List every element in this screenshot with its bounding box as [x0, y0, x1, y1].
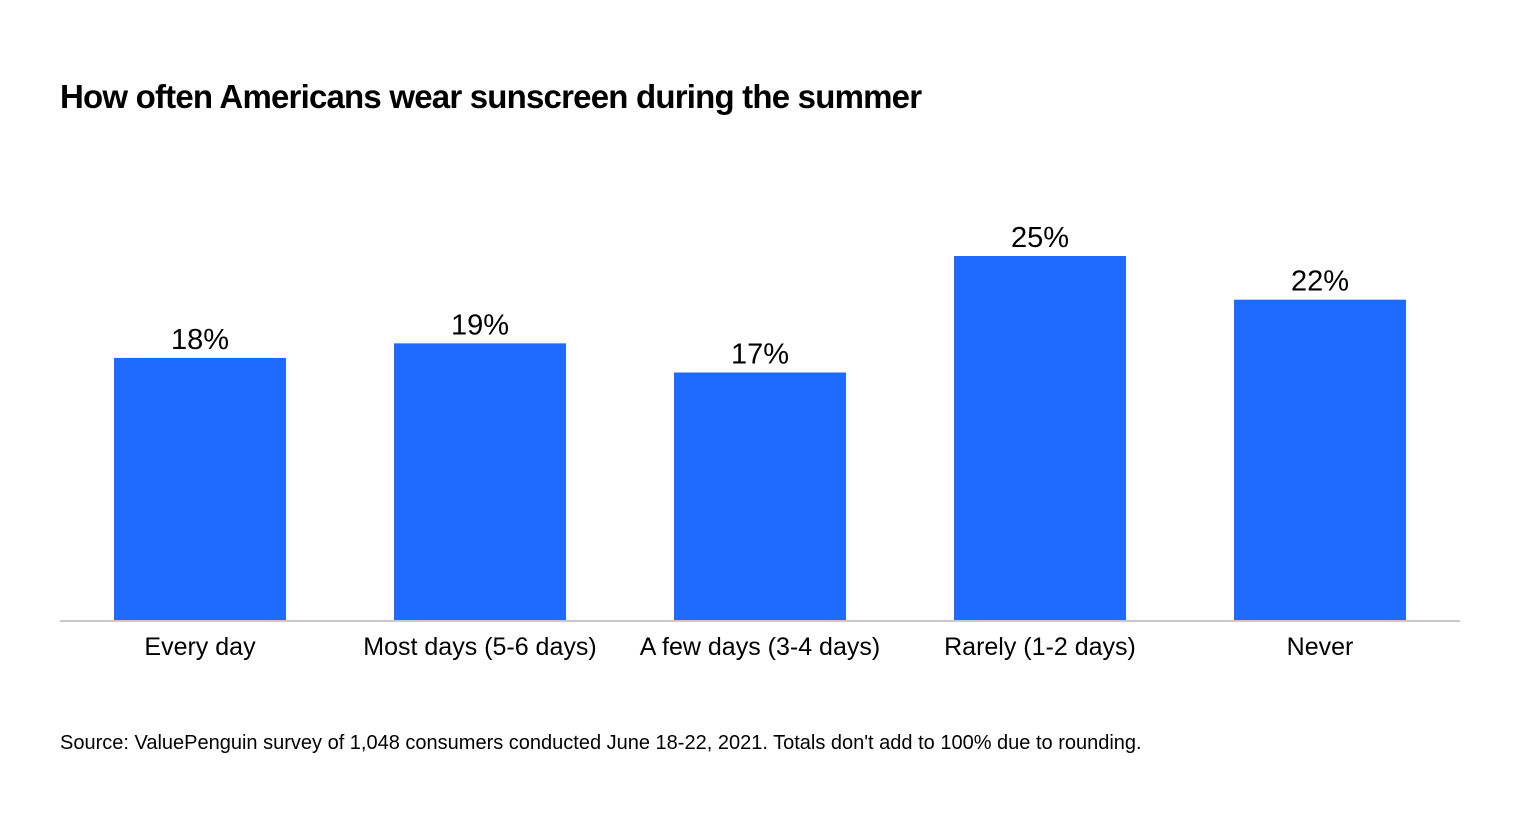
bar-3 [674, 372, 846, 620]
value-label-1: 18% [171, 324, 229, 356]
bar-5 [1234, 299, 1406, 620]
source-note: Source: ValuePenguin survey of 1,048 con… [60, 732, 1142, 754]
bar-1 [114, 357, 286, 620]
category-label-1: Every day [144, 633, 256, 661]
bars-group [114, 256, 1406, 620]
category-label-3: A few days (3-4 days) [640, 633, 880, 661]
value-label-5: 22% [1291, 266, 1349, 298]
category-labels-group: Every day Most days (5-6 days) A few days … [144, 633, 1353, 661]
bar-4 [954, 256, 1126, 620]
category-label-5: Never [1287, 633, 1354, 661]
category-label-2: Most days (5-6 days) [363, 633, 596, 661]
value-labels-group: 18% 19% 17% 25% 22% [171, 222, 1349, 370]
value-label-3: 17% [731, 338, 789, 370]
value-label-4: 25% [1011, 222, 1069, 254]
value-label-2: 19% [451, 309, 509, 341]
category-label-4: Rarely (1-2 days) [944, 633, 1136, 661]
bar-2 [394, 343, 566, 620]
chart-title: How often Americans wear sunscreen durin… [60, 78, 922, 115]
